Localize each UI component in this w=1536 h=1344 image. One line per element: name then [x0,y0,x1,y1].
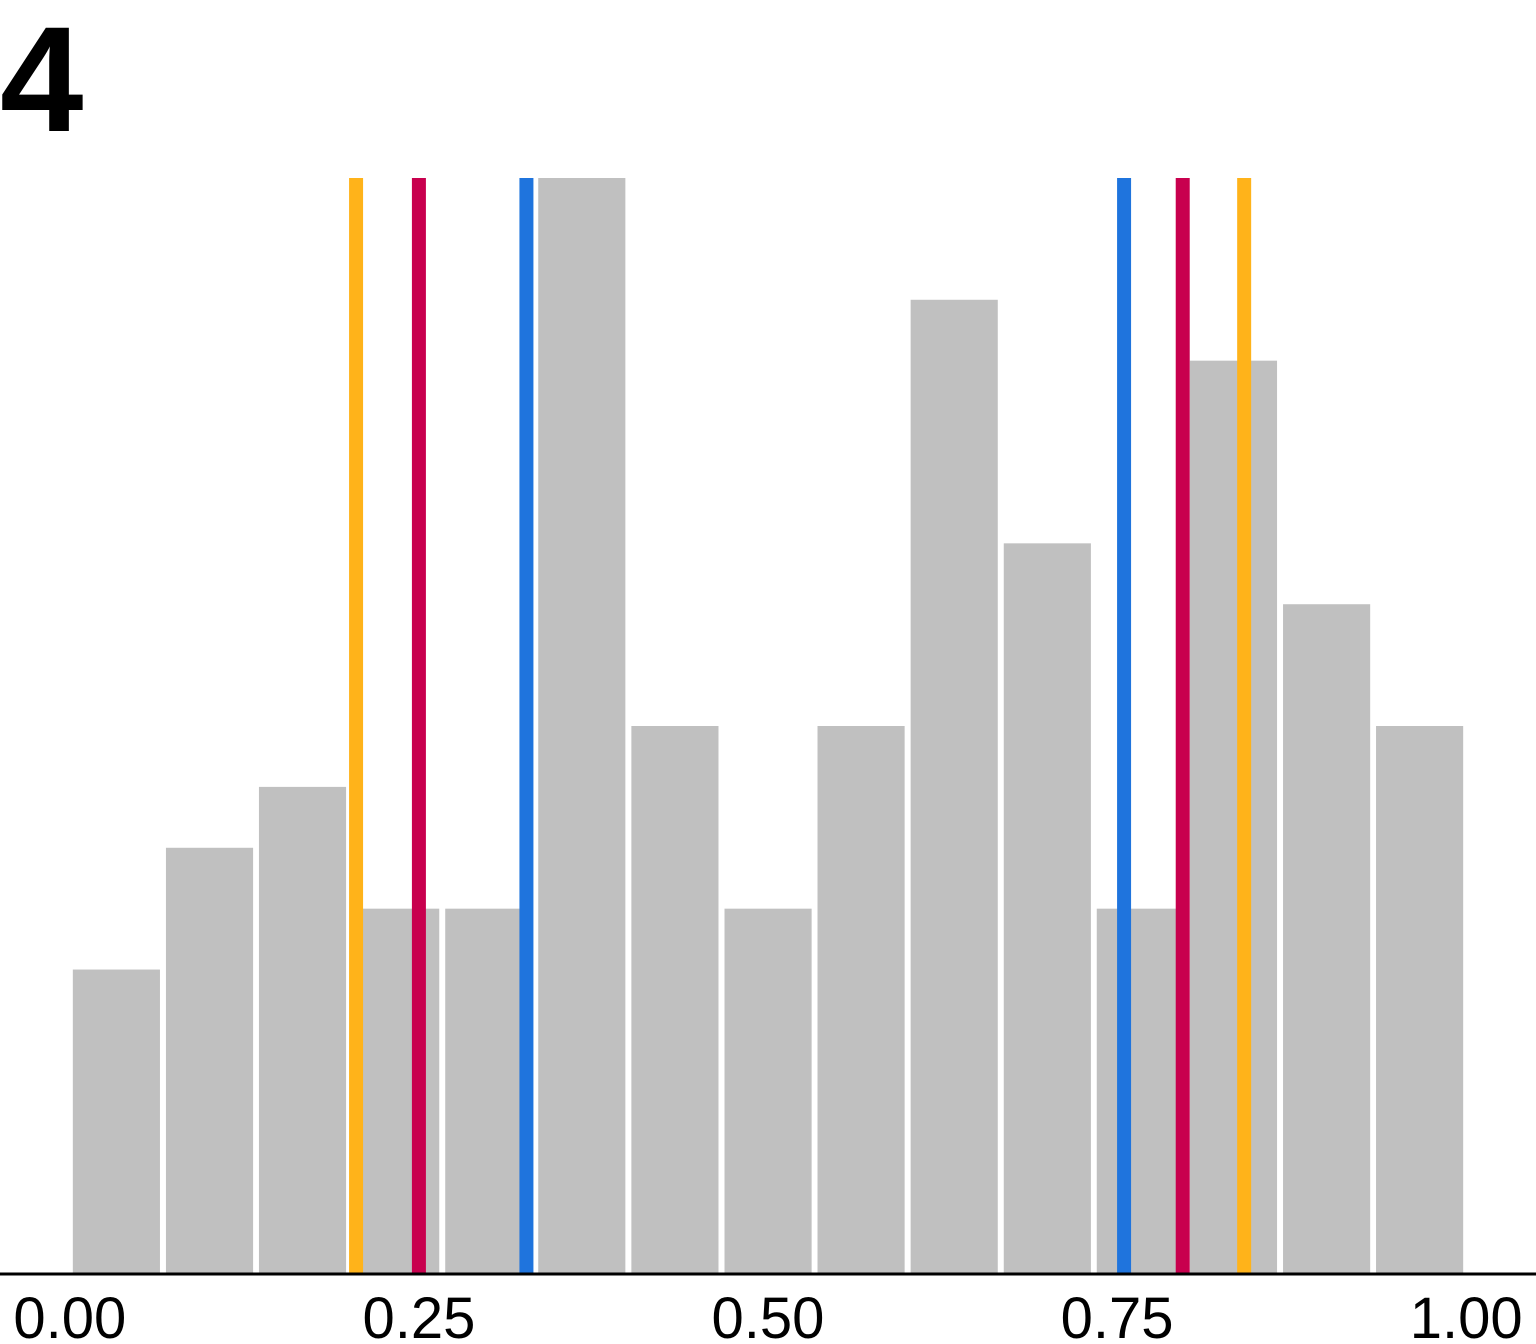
histogram-bar [817,726,905,1274]
histogram-bar [631,726,719,1274]
x-tick-label: 0.25 [362,1286,475,1344]
histogram-bar [258,786,347,1274]
x-tick-label: 0.75 [1061,1286,1174,1344]
histogram-bars [72,178,1464,1275]
histogram-bar [1189,360,1278,1275]
histogram-bar [445,908,533,1274]
histogram-bar [352,908,440,1274]
x-tick-label: 1.00 [1410,1286,1523,1344]
x-tick-label: 0.50 [712,1286,825,1344]
panel-label: 4 [0,0,84,163]
histogram-bar [538,178,626,1274]
histogram-bar [724,908,812,1274]
histogram-bar [1283,604,1371,1274]
histogram-bar [910,299,998,1274]
histogram-bar [72,969,160,1274]
histogram-bar [1096,908,1184,1274]
x-axis-ticks: 0.00 0.25 0.50 0.75 1.00 [13,1286,1522,1344]
histogram-bar [1376,726,1464,1274]
histogram-bar [1003,543,1091,1274]
x-tick-label: 0.00 [13,1286,126,1344]
reference-lines [349,178,1252,1274]
histogram-bar [165,847,254,1274]
